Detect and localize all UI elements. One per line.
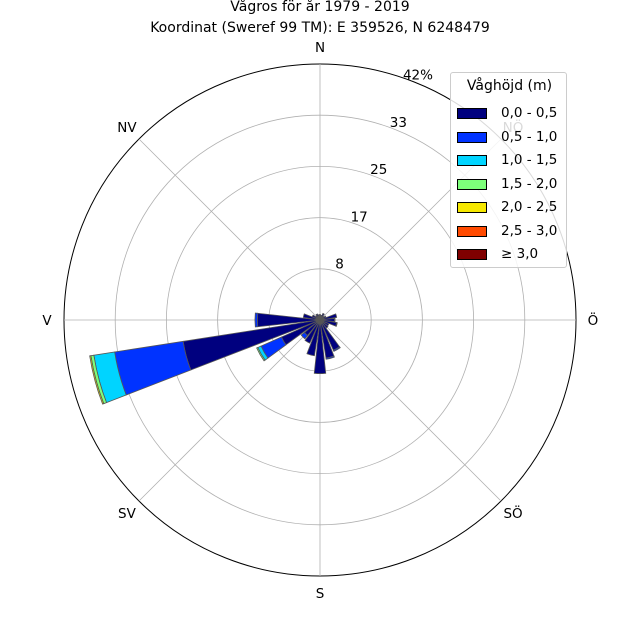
wedge-285-bin-0 [302, 313, 321, 321]
legend-item: 0,0 - 0,5 [457, 105, 567, 123]
grid-spoke [138, 138, 321, 321]
direction-label-V: V [42, 313, 52, 329]
grid-spoke [319, 319, 502, 502]
legend-item: 2,5 - 3,0 [457, 223, 567, 241]
wedge-180-bin-0 [313, 319, 327, 375]
radial-tick-label: 42% [403, 67, 433, 83]
wedge-255-bin-0 [182, 319, 321, 371]
legend-item: 1,0 - 1,5 [457, 152, 567, 170]
legend-label: 1,0 - 1,5 [501, 152, 558, 168]
wedge-90-bin-1 [333, 317, 336, 323]
direction-label-S: S [316, 586, 325, 602]
direction-label-Ö: Ö [588, 311, 599, 329]
wedge-135-bin-0 [319, 319, 329, 329]
wedge-270-bin-1 [254, 312, 259, 328]
wedge-255-bin-1 [114, 340, 192, 396]
legend-swatch [457, 178, 487, 190]
legend-item: 0,5 - 1,0 [457, 129, 567, 147]
wedge-210-bin-0 [304, 319, 321, 344]
legend-swatch [457, 108, 487, 119]
legend-label: ≥ 3,0 [501, 246, 539, 262]
radial-tick-label: 33 [390, 115, 407, 131]
legend-swatch [457, 225, 487, 237]
wedge-165-bin-1 [325, 355, 335, 360]
chart-title: Vågros för år 1979 - 2019 [230, 0, 410, 15]
radial-tick-label: 8 [335, 257, 344, 273]
wedge-225-bin-1 [300, 331, 309, 340]
legend-label: 1,5 - 2,0 [501, 175, 558, 192]
grid-spoke [138, 319, 321, 502]
legend-swatch [457, 202, 487, 213]
legend-item: 2,0 - 2,5 [457, 199, 567, 217]
radial-tick-label: 25 [370, 162, 387, 178]
direction-label-N: N [315, 40, 325, 56]
wedge-255-bin-4 [89, 355, 105, 405]
direction-label-NV: NV [117, 120, 137, 136]
wedge-195-bin-0 [306, 319, 321, 357]
legend-label: 2,5 - 3,0 [501, 222, 558, 239]
wedge-240-bin-3 [256, 346, 266, 362]
wedge-150-bin-1 [332, 346, 341, 352]
wedge-120-bin-0 [319, 319, 330, 327]
chart-subtitle: Koordinat (Sweref 99 TM): E 359526, N 62… [150, 20, 490, 36]
legend: Våghöjd (m) 0,0 - 0,5 0,5 - 1,0 1,0 - 1,5 1… [450, 72, 567, 268]
legend-item: 1,5 - 2,0 [457, 176, 567, 194]
legend-title: Våghöjd (m) [466, 78, 553, 94]
legend-swatch [457, 249, 487, 260]
legend-label: 0,0 - 0,5 [501, 105, 558, 121]
wedge-105-bin-1 [335, 322, 338, 327]
legend-swatch [457, 131, 487, 143]
legend-label: 0,5 - 1,0 [501, 128, 558, 145]
legend-label: 2,0 - 2,5 [501, 199, 558, 215]
direction-label-SÖ: SÖ [503, 504, 522, 522]
legend-item: ≥ 3,0 [457, 246, 567, 264]
radial-tick-label: 17 [351, 209, 368, 225]
direction-label-SV: SV [118, 506, 137, 522]
legend-swatch [457, 155, 487, 166]
